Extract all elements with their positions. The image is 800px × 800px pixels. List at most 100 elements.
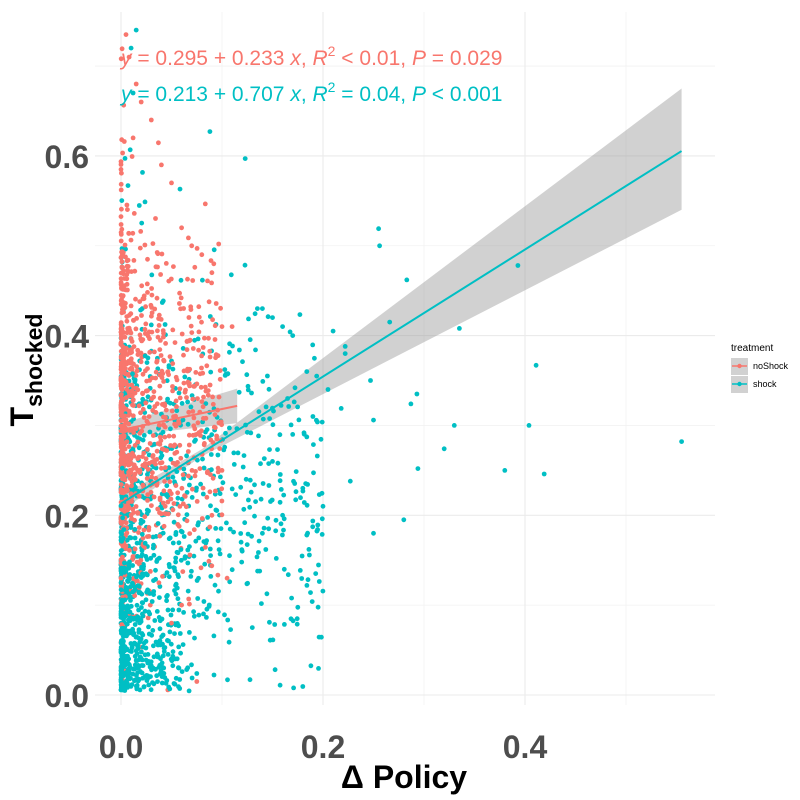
data-point-shock [205,515,211,520]
data-point-noShock [170,507,176,513]
data-point-shock [208,369,214,375]
data-point-noShock [177,290,183,296]
data-point-noShock [119,366,125,371]
data-point-shock [178,557,184,563]
data-point-noShock [133,326,139,332]
data-point-shock [151,592,157,597]
data-point-shock [296,417,302,423]
data-point-noShock [149,396,155,401]
data-point-noShock [153,475,159,481]
fit-line-noShock [120,404,238,431]
data-point-shock [281,527,286,533]
data-point-noShock [125,267,130,273]
data-point-shock [247,677,253,683]
data-point-noShock [153,216,158,221]
data-point-shock [224,520,229,526]
data-point-noShock [137,245,143,251]
data-point-noShock [210,401,216,407]
data-point-shock [189,675,195,681]
data-point-shock [249,625,255,630]
data-point-noShock [170,388,176,394]
data-point-noShock [184,395,189,400]
data-point-noShock [130,135,136,141]
y-tick-label: 0.6 [45,139,89,175]
data-point-shock [180,346,186,351]
data-point-shock [238,484,244,490]
data-point-noShock [206,299,212,305]
data-point-shock [151,552,157,558]
data-point-shock [526,423,532,428]
data-point-noShock [192,264,198,270]
data-point-shock [289,595,294,601]
data-point-noShock [145,498,150,503]
data-point-shock [297,312,303,317]
data-point-shock [310,414,316,419]
data-point-shock [270,315,275,320]
data-point-shock [293,489,299,495]
data-point-shock [153,465,159,471]
data-point-noShock [135,347,141,353]
data-point-shock [118,672,124,678]
data-point-shock [140,663,146,668]
data-point-noShock [154,448,160,454]
x-tick-label: 0.0 [99,729,143,765]
data-point-shock [128,598,133,603]
data-point-noShock [212,337,218,342]
data-point-shock [241,506,247,512]
data-point-noShock [142,327,148,332]
data-point-noShock [195,396,200,401]
data-point-shock [304,532,310,538]
data-point-shock [294,621,300,627]
data-points [118,27,684,694]
data-point-noShock [168,496,174,502]
data-point-noShock [125,264,131,269]
data-point-noShock [122,417,127,423]
data-point-shock [242,262,248,268]
data-point-shock [139,591,145,597]
data-point-noShock [200,485,206,491]
data-point-shock [184,667,190,672]
data-point-shock [118,580,124,586]
data-point-noShock [163,261,169,266]
data-point-shock [319,516,325,522]
data-point-noShock [118,341,124,346]
data-point-shock [266,461,272,466]
data-point-noShock [145,256,150,262]
data-point-noShock [125,207,130,213]
data-point-shock [208,503,213,509]
data-point-shock [160,665,166,670]
data-point-shock [158,455,164,461]
data-point-noShock [159,368,165,374]
data-point-noShock [151,389,157,394]
data-point-shock [414,391,420,397]
data-point-shock [277,472,283,477]
data-point-noShock [120,476,125,482]
data-point-shock [404,277,410,283]
data-point-noShock [200,404,206,410]
data-point-shock [229,486,235,492]
data-point-shock [244,542,250,547]
data-point-shock [167,629,173,635]
data-point-noShock [190,278,196,283]
data-point-shock [338,406,344,411]
data-point-noShock [150,433,156,438]
data-point-shock [119,606,125,612]
data-point-noShock [134,316,140,321]
data-point-noShock [131,211,137,216]
data-point-shock [150,628,156,633]
data-point-noShock [119,453,125,459]
data-point-noShock [149,286,155,291]
data-point-noShock [118,232,124,237]
data-point-shock [184,512,190,517]
data-point-shock [288,422,294,428]
data-point-noShock [146,329,152,335]
data-point-noShock [199,319,204,325]
data-point-shock [221,447,227,453]
data-point-shock [239,559,245,565]
data-point-noShock [156,140,161,146]
data-point-shock [118,677,124,683]
data-point-noShock [157,497,163,503]
data-point-noShock [138,99,144,105]
data-point-noShock [128,237,134,243]
data-point-noShock [136,468,141,474]
